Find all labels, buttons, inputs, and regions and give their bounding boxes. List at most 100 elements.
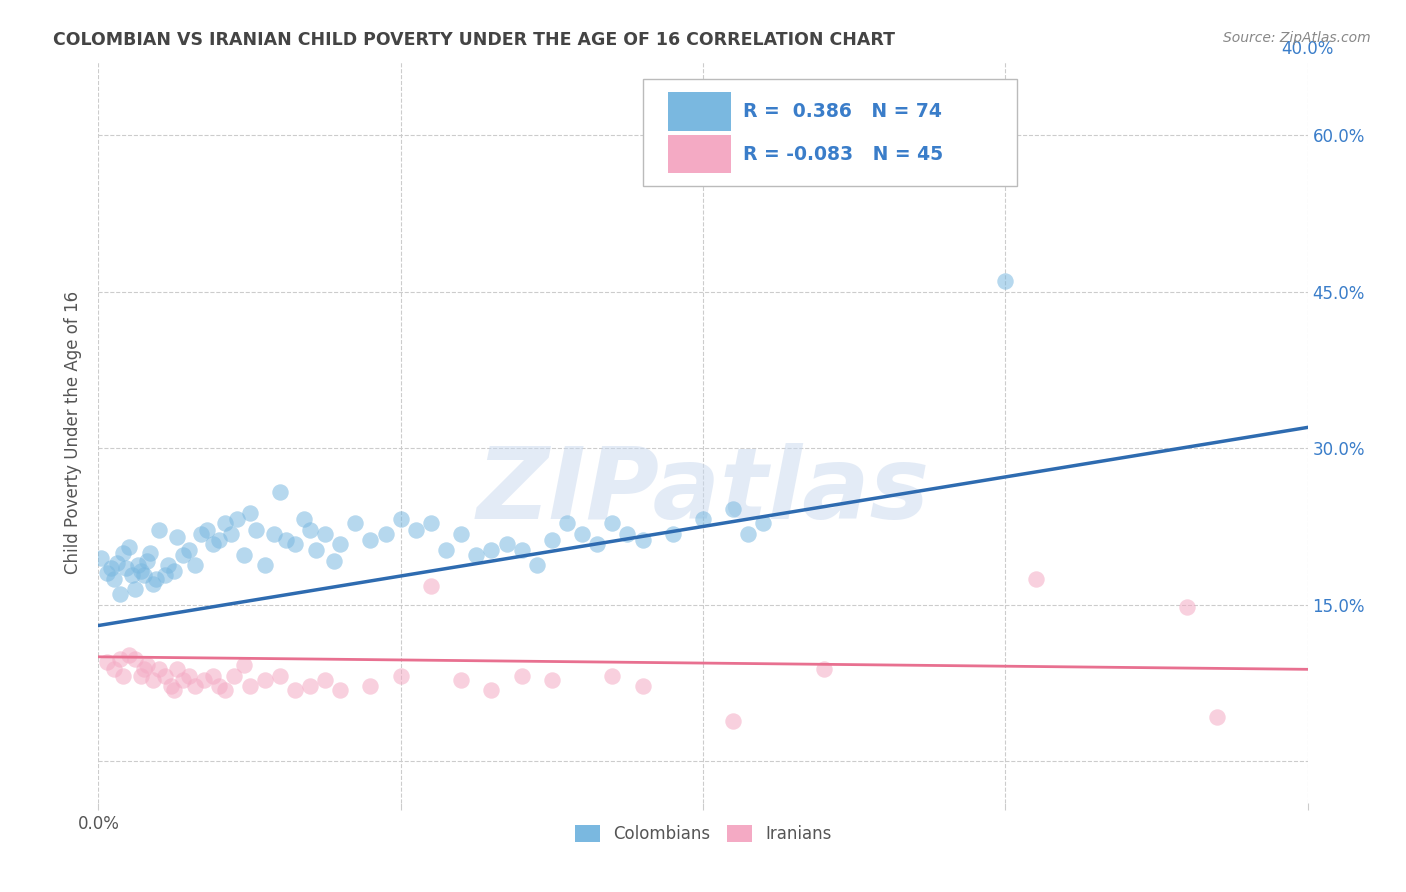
- Point: [495, 537, 517, 551]
- Point: [193, 673, 215, 687]
- Point: [124, 582, 146, 596]
- Point: [118, 648, 141, 662]
- Point: [232, 548, 254, 562]
- Point: [145, 572, 167, 586]
- Point: [135, 554, 157, 568]
- Point: [108, 587, 131, 601]
- Point: [540, 673, 562, 687]
- Point: [132, 662, 155, 676]
- Point: [360, 533, 382, 547]
- Point: [752, 139, 775, 153]
- Point: [434, 543, 457, 558]
- Point: [96, 566, 118, 581]
- Point: [253, 673, 276, 687]
- Point: [299, 523, 322, 537]
- Point: [329, 537, 352, 551]
- Point: [481, 543, 503, 558]
- Point: [602, 516, 624, 531]
- Point: [284, 683, 307, 698]
- Point: [540, 533, 562, 547]
- Point: [202, 537, 225, 551]
- Point: [510, 668, 533, 682]
- Point: [103, 572, 125, 586]
- Point: [108, 652, 131, 666]
- Point: [813, 662, 835, 676]
- Point: [299, 679, 322, 693]
- FancyBboxPatch shape: [668, 92, 731, 130]
- Point: [142, 673, 165, 687]
- Point: [172, 673, 194, 687]
- Y-axis label: Child Poverty Under the Age of 16: Child Poverty Under the Age of 16: [65, 291, 83, 574]
- Point: [226, 512, 249, 526]
- Point: [111, 668, 134, 682]
- Text: COLOMBIAN VS IRANIAN CHILD POVERTY UNDER THE AGE OF 16 CORRELATION CHART: COLOMBIAN VS IRANIAN CHILD POVERTY UNDER…: [53, 31, 896, 49]
- Point: [129, 668, 152, 682]
- Point: [111, 545, 134, 559]
- Point: [153, 568, 176, 582]
- Point: [208, 533, 231, 547]
- Point: [214, 516, 236, 531]
- Point: [465, 548, 488, 562]
- Point: [245, 523, 267, 537]
- Point: [420, 516, 443, 531]
- Point: [184, 679, 207, 693]
- Point: [239, 679, 262, 693]
- Point: [103, 662, 125, 676]
- Point: [135, 658, 157, 673]
- Point: [232, 658, 254, 673]
- Point: [314, 526, 336, 541]
- Point: [160, 679, 183, 693]
- Point: [163, 683, 186, 698]
- Legend: Colombians, Iranians: Colombians, Iranians: [568, 819, 838, 850]
- Point: [616, 526, 638, 541]
- Point: [153, 668, 176, 682]
- Point: [96, 655, 118, 669]
- Point: [202, 668, 225, 682]
- Point: [510, 543, 533, 558]
- Point: [214, 683, 236, 698]
- Point: [284, 537, 307, 551]
- Point: [132, 568, 155, 582]
- Point: [172, 548, 194, 562]
- Point: [692, 512, 714, 526]
- Point: [586, 537, 609, 551]
- FancyBboxPatch shape: [643, 78, 1018, 186]
- Point: [389, 668, 412, 682]
- Point: [129, 564, 152, 578]
- Point: [323, 554, 346, 568]
- Point: [148, 662, 170, 676]
- Point: [374, 526, 396, 541]
- Point: [124, 652, 146, 666]
- Point: [163, 564, 186, 578]
- Point: [179, 668, 201, 682]
- Point: [481, 683, 503, 698]
- Point: [631, 679, 654, 693]
- Point: [450, 673, 472, 687]
- Point: [389, 512, 412, 526]
- Point: [305, 543, 328, 558]
- Point: [661, 526, 683, 541]
- Point: [208, 679, 231, 693]
- Point: [269, 668, 291, 682]
- Point: [329, 683, 352, 698]
- Point: [602, 668, 624, 682]
- Point: [737, 526, 759, 541]
- Point: [274, 533, 297, 547]
- Point: [195, 523, 218, 537]
- Point: [676, 144, 699, 158]
- Point: [1024, 572, 1046, 586]
- Point: [571, 526, 593, 541]
- Point: [148, 523, 170, 537]
- Point: [360, 679, 382, 693]
- FancyBboxPatch shape: [668, 135, 731, 173]
- Point: [253, 558, 276, 572]
- Point: [1175, 599, 1198, 614]
- Text: ZIPatlas: ZIPatlas: [477, 443, 929, 541]
- Point: [420, 579, 443, 593]
- Point: [224, 668, 246, 682]
- Point: [292, 512, 315, 526]
- Point: [1206, 710, 1229, 724]
- Point: [314, 673, 336, 687]
- Point: [221, 526, 243, 541]
- Point: [526, 558, 548, 572]
